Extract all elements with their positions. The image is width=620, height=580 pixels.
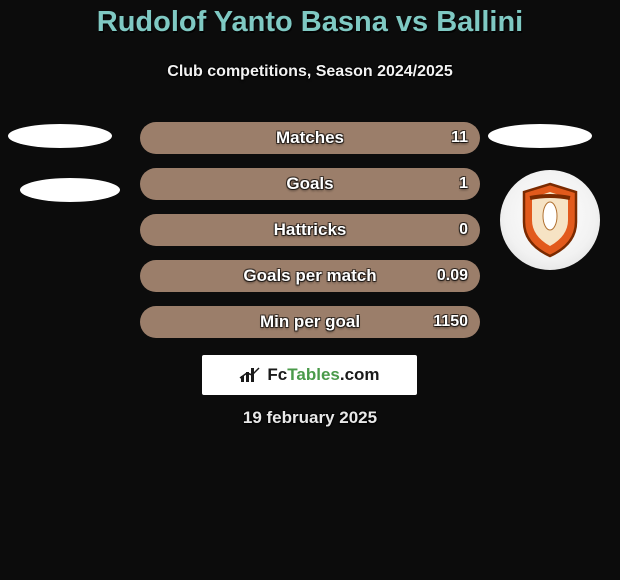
logo-text-tables: Tables <box>287 365 340 384</box>
stat-right-value: 0 <box>459 221 468 239</box>
shield-icon <box>518 182 582 258</box>
right-club-badge <box>500 170 600 270</box>
stat-label: Matches <box>140 128 480 148</box>
logo-text: FcTables.com <box>267 365 379 385</box>
logo-text-com: com <box>345 365 380 384</box>
stat-row: Hattricks0 <box>140 214 480 246</box>
shield-emblem <box>543 202 557 230</box>
stat-right-value: 11 <box>451 129 468 147</box>
stat-right-value: 1 <box>459 175 468 193</box>
stat-row: Min per goal1150 <box>140 306 480 338</box>
date-caption: 19 february 2025 <box>0 408 620 428</box>
shield-banner <box>530 196 570 198</box>
stat-right-value: 0.09 <box>437 267 468 285</box>
stat-row: Matches11 <box>140 122 480 154</box>
logo-text-fc: Fc <box>267 365 287 384</box>
left-player-placeholder <box>8 124 112 148</box>
stat-row: Goals per match0.09 <box>140 260 480 292</box>
stat-label: Goals <box>140 174 480 194</box>
stat-label: Min per goal <box>140 312 480 332</box>
page-title: Rudolof Yanto Basna vs Ballini <box>0 6 620 39</box>
stat-label: Hattricks <box>140 220 480 240</box>
bar-chart-icon <box>239 366 261 384</box>
left-club-placeholder <box>20 178 120 202</box>
comparison-canvas: Rudolof Yanto Basna vs Ballini Club comp… <box>0 0 620 580</box>
fctables-logo[interactable]: FcTables.com <box>202 355 417 395</box>
stat-row: Goals1 <box>140 168 480 200</box>
stat-right-value: 1150 <box>433 313 468 331</box>
subtitle: Club competitions, Season 2024/2025 <box>0 63 620 81</box>
stat-label: Goals per match <box>140 266 480 286</box>
right-player-placeholder <box>488 124 592 148</box>
